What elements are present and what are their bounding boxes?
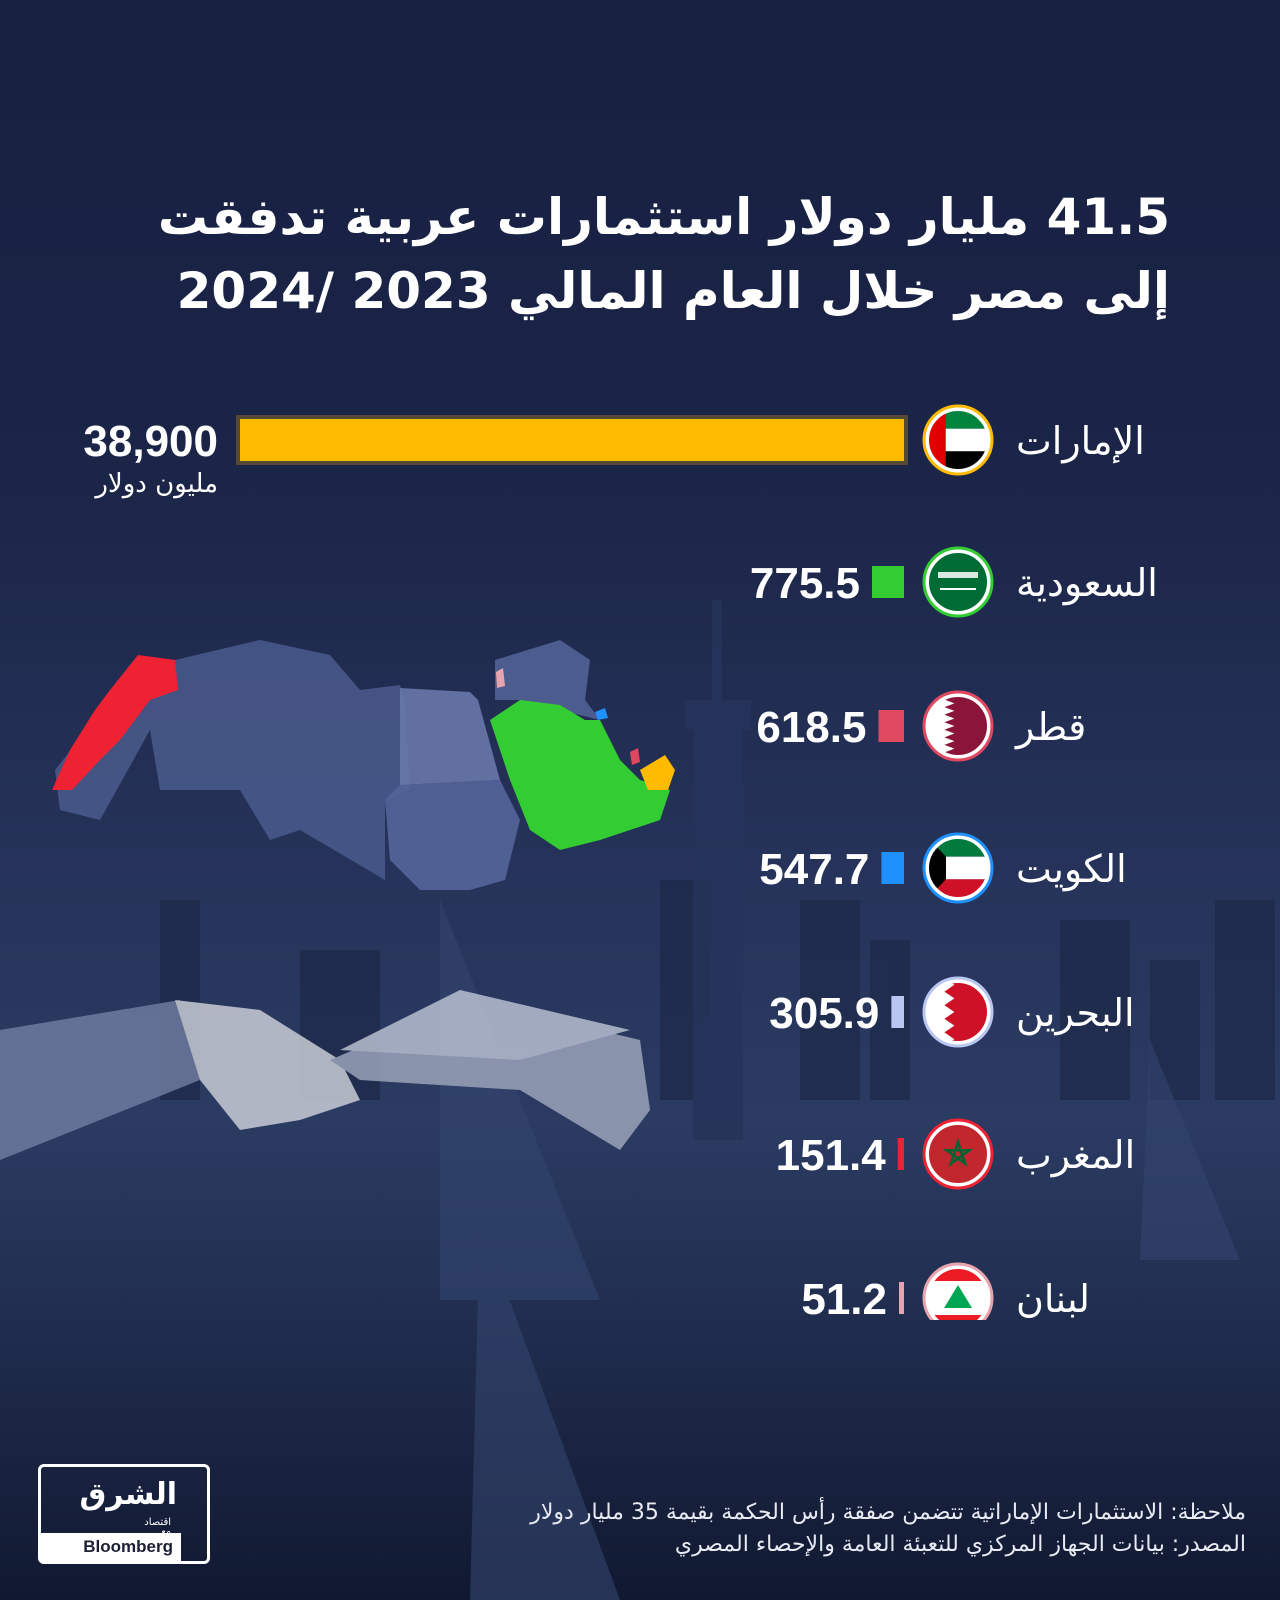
map-lebanon (496, 668, 505, 688)
title-line-1: 41.5 مليار دولار استثمارات عربية تدفقت (157, 188, 1170, 246)
qatar-flag-icon (922, 690, 994, 762)
bar (878, 710, 904, 742)
hand-with-money (0, 990, 650, 1160)
bar-row: لبنان 51.2 (801, 1262, 1090, 1320)
bar-row: قطر 618.5 (756, 690, 1086, 762)
flag-ring-inner (925, 1121, 991, 1187)
map-kuwait (595, 708, 608, 720)
page-title: 41.5 مليار دولار استثمارات عربية تدفقت إ… (70, 180, 1170, 328)
title-line-2: إلى مصر خلال العام المالي 2023 /2024 (176, 262, 1170, 320)
flag-ring (922, 976, 994, 1048)
logo-sub: اقتصاد (144, 1517, 171, 1528)
flag-ring (922, 1118, 994, 1190)
logo-partner: Bloomberg (41, 1533, 181, 1561)
value-label: 775.5 (750, 559, 860, 608)
flag-ring (922, 832, 994, 904)
bar (897, 1138, 904, 1170)
flag-ring-inner (925, 549, 991, 615)
bahrain-flag-icon (922, 976, 994, 1048)
flag-ring (922, 404, 994, 476)
value-label: 151.4 (776, 1131, 887, 1180)
value-label: 618.5 (756, 703, 866, 752)
bar-row: السعودية 775.5 (750, 546, 1158, 618)
river-water (0, 1090, 1280, 1600)
footnote-text: ملاحظة: الاستثمارات الإماراتية تتضمن صفق… (530, 1500, 1246, 1525)
flag-ring (922, 546, 994, 618)
flag-ring-inner (925, 835, 991, 901)
map-qatar (630, 748, 640, 765)
bar-row: البحرين 305.9 (769, 976, 1135, 1048)
country-label: لبنان (1016, 1277, 1090, 1320)
bar (872, 566, 904, 598)
map-sudan (385, 780, 520, 890)
footer-notes: ملاحظة: الاستثمارات الإماراتية تتضمن صفق… (346, 1497, 1246, 1561)
bar (899, 1282, 904, 1314)
unit-label: مليون دولار (93, 469, 218, 499)
country-label: السعودية (1016, 561, 1158, 606)
bar-row: المغرب 151.4 (776, 1118, 1135, 1190)
logo-with: مع (161, 1527, 171, 1537)
value-label: 547.7 (759, 845, 869, 894)
map-levant-iraq (495, 640, 600, 720)
tower-silhouette (685, 600, 751, 1140)
country-label: الإمارات (1016, 419, 1145, 464)
saudi-flag-icon (922, 546, 994, 618)
flag-ring-inner (925, 693, 991, 759)
flag-ring-inner (925, 407, 991, 473)
flag-ring-inner (925, 979, 991, 1045)
value-label: 305.9 (769, 989, 879, 1038)
map-morocco (52, 655, 178, 790)
morocco-flag-icon (922, 1118, 994, 1190)
value-label: 38,900 (83, 417, 218, 466)
uae-flag-icon (922, 404, 994, 476)
arab-world-map (52, 640, 675, 890)
map-uae (640, 755, 675, 790)
map-saudi (490, 700, 670, 850)
value-label: 51.2 (801, 1275, 887, 1320)
asharq-bloomberg-logo: الشرق اقتصاد مع Bloomberg (38, 1464, 210, 1564)
flag-ring (922, 1262, 994, 1320)
country-label: قطر (1014, 705, 1086, 750)
country-label: المغرب (1016, 1133, 1135, 1178)
country-label: البحرين (1016, 991, 1135, 1036)
bar (881, 852, 904, 884)
source-text: المصدر: بيانات الجهاز المركزي للتعبئة ال… (674, 1532, 1246, 1557)
flag-ring-inner (925, 1265, 991, 1320)
logo-brand: الشرق (79, 1477, 177, 1512)
flag-ring (922, 690, 994, 762)
lebanon-flag-icon (922, 1262, 994, 1320)
bar (240, 419, 904, 461)
bar (891, 996, 904, 1028)
country-label: الكويت (1016, 847, 1127, 892)
kuwait-flag-icon (922, 832, 994, 904)
map-egypt (400, 688, 500, 785)
bar-row: الكويت 547.7 (759, 832, 1127, 904)
